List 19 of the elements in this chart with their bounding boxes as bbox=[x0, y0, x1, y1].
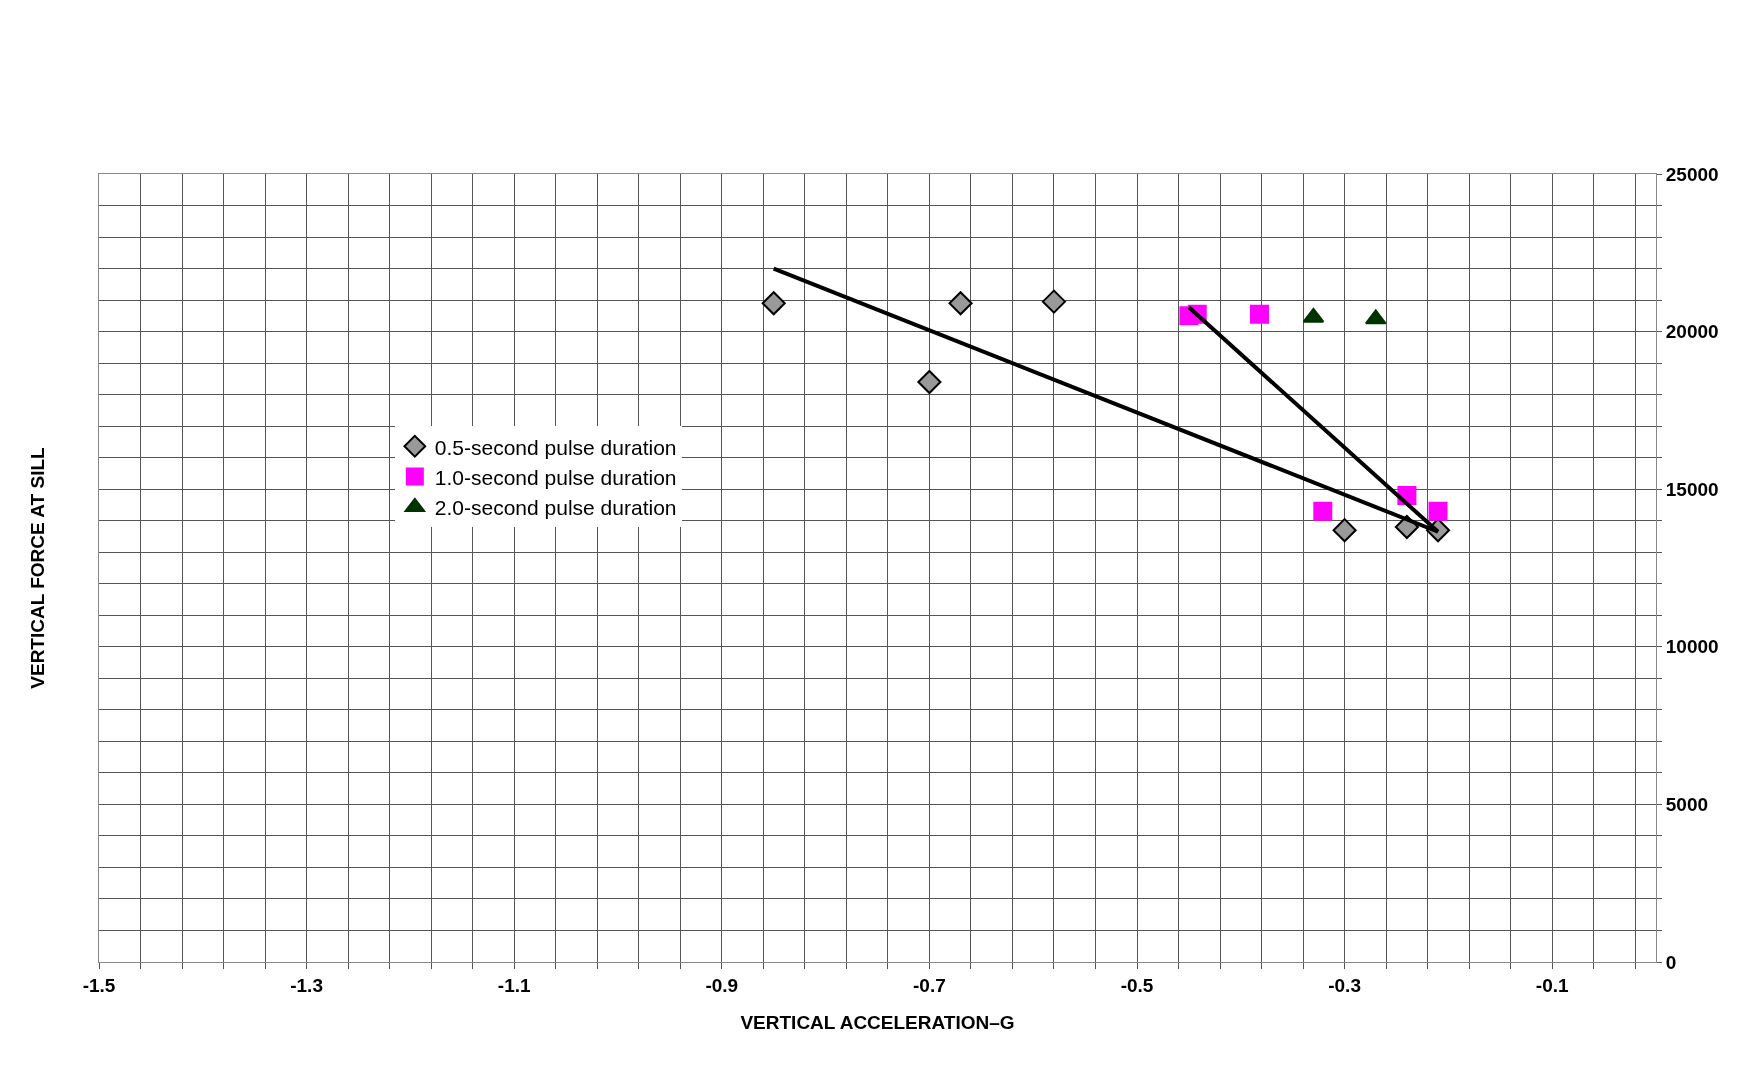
x-tick-label: -1.1 bbox=[497, 974, 531, 996]
x-tick-label: -0.3 bbox=[1328, 974, 1361, 996]
x-tick-label: -1.3 bbox=[290, 974, 323, 996]
legend-label: 0.5-second pulse duration bbox=[434, 435, 677, 459]
x-tick-label: -0.9 bbox=[705, 974, 739, 996]
x-tick-label: -0.7 bbox=[913, 974, 946, 996]
x-tick-label: -0.1 bbox=[1535, 974, 1569, 996]
y-tick-label: 25000 bbox=[1665, 163, 1719, 185]
x-tick-label: -1.5 bbox=[82, 974, 116, 996]
y-tick-label: 15000 bbox=[1665, 478, 1719, 500]
y-tick-label: 20000 bbox=[1665, 321, 1719, 343]
legend-label: 2.0-second pulse duration bbox=[434, 496, 677, 520]
y-tick-label: 10000 bbox=[1665, 636, 1719, 658]
y-tick-label: 5000 bbox=[1665, 794, 1709, 816]
y-axis-title: VERTICAL FORCE AT SILL bbox=[26, 446, 48, 689]
x-axis-title: VERTICAL ACCELERATION–G bbox=[740, 1011, 1015, 1033]
x-tick-label: -0.5 bbox=[1120, 974, 1154, 996]
y-tick-label: 0 bbox=[1665, 951, 1677, 973]
legend-label: 1.0-second pulse duration bbox=[434, 465, 677, 489]
